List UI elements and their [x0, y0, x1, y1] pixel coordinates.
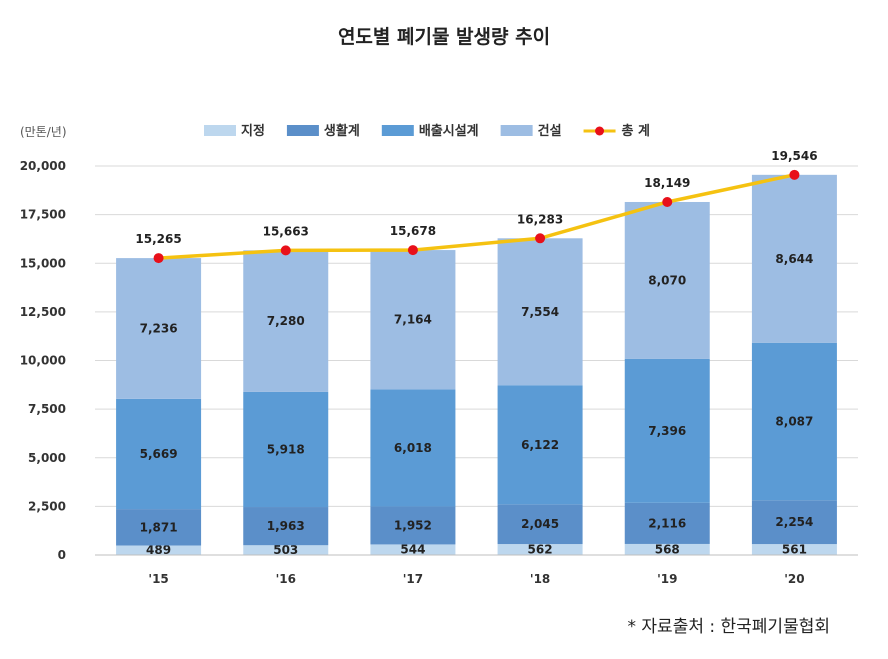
bar-segment — [624, 502, 710, 544]
legend-marker — [595, 126, 605, 136]
total-label: 18,149 — [644, 176, 690, 190]
total-point — [535, 233, 546, 244]
y-tick-label: 20,000 — [20, 159, 66, 173]
bar-segment — [624, 358, 710, 503]
data-label: 8,644 — [775, 252, 813, 266]
grid-lines — [95, 165, 858, 556]
unit-label: (만톤/년) — [20, 125, 67, 139]
x-axis: '15 '16 '17 '18 '19 '20 — [95, 554, 858, 586]
x-tick-label: '20 — [784, 572, 804, 586]
y-tick-label: 0 — [58, 548, 66, 562]
bar-segment — [116, 509, 202, 546]
total-point — [662, 197, 673, 208]
bar-segment — [497, 544, 583, 555]
data-label: 1,963 — [267, 519, 305, 533]
bar-segment — [624, 543, 710, 555]
total-label: 15,663 — [263, 224, 309, 238]
total-point — [280, 245, 291, 256]
data-label: 544 — [400, 543, 425, 557]
data-label: 561 — [782, 543, 807, 557]
total-label: 19,546 — [771, 149, 817, 163]
bar-segment — [497, 504, 583, 545]
data-label: 6,018 — [394, 441, 432, 455]
bar-segment — [243, 507, 329, 546]
data-label: 7,164 — [394, 313, 432, 327]
y-tick-label: 7,500 — [28, 402, 66, 416]
total-label: 15,265 — [135, 232, 181, 246]
bar-segment — [370, 506, 456, 545]
y-tick-label: 2,500 — [28, 499, 66, 513]
data-label: 7,280 — [267, 314, 305, 328]
x-tick-label: '15 — [148, 572, 168, 586]
data-label: 2,254 — [775, 515, 813, 529]
data-label: 503 — [273, 543, 298, 557]
bar-segment — [751, 174, 837, 343]
y-axis: 0 2,500 5,000 7,500 10,000 12,500 15,000 17,500… — [20, 159, 66, 562]
data-label: 2,045 — [521, 517, 559, 531]
bar-segment — [370, 250, 456, 390]
bar-segment — [624, 201, 710, 359]
data-label: 562 — [528, 543, 553, 557]
x-tick-label: '19 — [657, 572, 677, 586]
y-tick-label: 17,500 — [20, 208, 66, 222]
data-label: 489 — [146, 543, 171, 557]
total-point — [407, 245, 418, 256]
bar-segment — [751, 500, 837, 545]
x-tick-label: '18 — [530, 572, 550, 586]
y-tick-label: 12,500 — [20, 305, 66, 319]
total-label: 16,283 — [517, 212, 563, 226]
bar-segment — [243, 250, 329, 392]
total-line: 15,265 15,663 15,678 16,283 18,149 19,546 — [135, 149, 818, 264]
bar-segment — [116, 545, 202, 555]
bar-segment — [751, 544, 837, 555]
legend-label: 총 계 — [622, 123, 650, 139]
data-label: 7,554 — [521, 305, 559, 319]
data-label: 5,918 — [267, 442, 305, 456]
data-label: 7,236 — [140, 321, 178, 335]
data-label: 8,087 — [775, 415, 813, 429]
data-label: 6,122 — [521, 438, 559, 452]
bar-segment — [370, 544, 456, 555]
data-label: 1,952 — [394, 518, 432, 532]
bar-segment — [497, 385, 583, 505]
chart-title: 연도별 폐기물 발생량 추이 — [337, 26, 551, 48]
legend-label: 배출시설계 — [419, 123, 479, 139]
data-label: 1,871 — [140, 520, 178, 534]
legend-swatch — [500, 125, 533, 136]
legend-label: 건설 — [538, 123, 562, 139]
legend-swatch — [381, 125, 414, 136]
x-tick-label: '16 — [276, 572, 296, 586]
x-tick-label: '17 — [403, 572, 423, 586]
bar-segment — [243, 391, 329, 508]
bar-segment — [116, 258, 202, 399]
y-tick-label: 5,000 — [28, 451, 66, 465]
bar-segment — [497, 238, 583, 386]
legend-swatch — [286, 125, 319, 136]
stacked-bars: 489 1,871 5,669 7,236 503 1,963 5,918 7,280 544 1… — [116, 174, 837, 557]
total-point — [153, 253, 164, 264]
bar-segment — [370, 389, 456, 507]
source-note: * 자료출처 : 한국폐기물협회 — [627, 617, 830, 637]
total-point — [789, 169, 800, 180]
data-label: 7,396 — [648, 424, 686, 438]
legend-swatch — [204, 125, 236, 136]
data-label: 5,669 — [140, 447, 178, 461]
data-label: 568 — [655, 542, 680, 556]
legend-label: 지정 — [241, 123, 265, 139]
y-tick-label: 10,000 — [20, 354, 66, 368]
data-label: 2,116 — [648, 516, 686, 530]
legend: 지정 생활계 배출시설계 건설 총 계 — [204, 123, 650, 139]
legend-label: 생활계 — [324, 123, 360, 139]
total-polyline — [158, 173, 795, 260]
bar-segment — [116, 398, 202, 510]
y-tick-label: 15,000 — [20, 256, 66, 270]
bar-segment — [751, 342, 837, 501]
total-label: 15,678 — [390, 224, 436, 238]
bar-segment — [243, 545, 329, 555]
data-label: 8,070 — [648, 273, 686, 287]
